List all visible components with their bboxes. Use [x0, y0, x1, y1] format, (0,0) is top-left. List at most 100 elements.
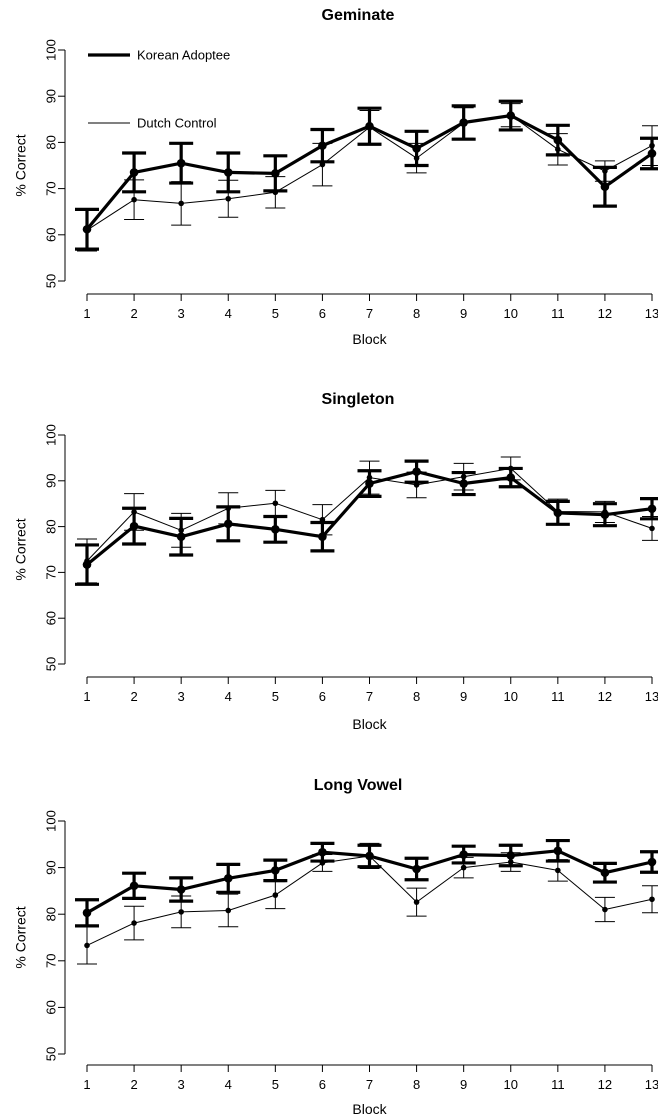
series-dutch-control — [77, 842, 658, 965]
y-tick-label: 100 — [43, 39, 58, 61]
data-point — [271, 525, 280, 534]
data-point — [600, 868, 610, 878]
y-tick-label: 80 — [43, 519, 58, 533]
y-tick-label: 50 — [43, 274, 58, 288]
y-axis-label: % Correct — [13, 134, 29, 196]
data-point — [129, 168, 139, 177]
data-point — [647, 504, 657, 514]
x-tick-label: 9 — [460, 306, 467, 321]
data-point — [131, 920, 137, 926]
data-point — [365, 121, 374, 131]
data-point — [506, 473, 516, 482]
y-tick-label: 50 — [43, 1047, 58, 1061]
chart-title: Long Vowel — [314, 777, 403, 794]
x-tick-label: 1 — [83, 306, 90, 321]
x-tick-label: 10 — [504, 306, 518, 321]
data-point — [413, 899, 420, 905]
data-point — [649, 525, 655, 532]
legend: Korean Adoptee Dutch Control — [88, 48, 230, 131]
data-point — [553, 135, 563, 145]
x-tick-label: 13 — [645, 306, 658, 321]
x-tick-label: 7 — [366, 689, 373, 704]
x-tick-label: 4 — [225, 1077, 232, 1092]
y-tick-label: 80 — [43, 907, 58, 921]
x-tick-label: 5 — [272, 306, 279, 321]
y-tick-label: 80 — [43, 135, 58, 149]
data-point — [318, 847, 327, 857]
data-point — [412, 467, 421, 476]
series-korean-adoptee — [75, 838, 658, 928]
x-tick-label: 8 — [413, 689, 420, 704]
x-axis-label: Block — [352, 1101, 387, 1117]
x-tick-label: 13 — [645, 1077, 658, 1092]
data-point — [223, 874, 233, 883]
y-tick-label: 90 — [43, 89, 58, 103]
x-tick-label: 5 — [272, 1077, 279, 1092]
data-point — [412, 144, 421, 153]
y-tick-label: 70 — [43, 565, 58, 579]
data-point — [272, 892, 279, 898]
x-tick-label: 4 — [225, 689, 232, 704]
x-tick-label: 7 — [366, 306, 373, 321]
data-point — [176, 532, 186, 541]
y-tick-label: 70 — [43, 954, 58, 968]
x-tick-label: 4 — [225, 306, 232, 321]
x-tick-label: 8 — [413, 1077, 420, 1092]
x-tick-label: 5 — [272, 689, 279, 704]
data-point — [129, 521, 139, 531]
x-axis-label: Block — [352, 716, 387, 732]
x-tick-label: 12 — [598, 689, 612, 704]
data-point — [460, 864, 467, 871]
data-point — [271, 866, 280, 875]
data-point — [82, 560, 92, 569]
x-tick-label: 10 — [504, 689, 518, 704]
data-point — [84, 942, 90, 949]
data-point — [459, 118, 468, 127]
y-tick-label: 60 — [43, 1000, 58, 1014]
data-point — [600, 510, 610, 519]
data-point — [647, 149, 657, 158]
y-tick-label: 70 — [43, 181, 58, 195]
data-point — [225, 195, 232, 202]
data-point — [600, 182, 610, 192]
data-point — [178, 200, 184, 207]
x-tick-label: 3 — [178, 306, 185, 321]
x-tick-label: 12 — [598, 1077, 612, 1092]
data-point — [82, 908, 92, 918]
y-tick-label: 100 — [43, 810, 58, 832]
data-point — [506, 111, 516, 120]
data-point — [365, 851, 374, 861]
x-tick-label: 11 — [551, 1077, 565, 1092]
x-tick-label: 7 — [366, 1077, 373, 1092]
data-point — [82, 224, 92, 234]
data-point — [365, 479, 374, 488]
y-axis-label: % Correct — [13, 518, 29, 580]
x-tick-label: 9 — [460, 1077, 467, 1092]
legend-label-korean-adoptee: Korean Adoptee — [137, 48, 230, 63]
chart-title: Singleton — [322, 391, 395, 408]
x-tick-label: 6 — [319, 689, 326, 704]
data-point — [555, 867, 561, 874]
data-point — [129, 881, 139, 891]
x-tick-label: 6 — [319, 1077, 326, 1092]
x-tick-label: 11 — [551, 689, 565, 704]
data-point — [553, 508, 563, 518]
data-point — [131, 196, 137, 203]
y-tick-label: 90 — [43, 474, 58, 488]
data-point — [649, 896, 655, 903]
x-tick-label: 11 — [551, 306, 565, 321]
data-point — [223, 168, 233, 177]
data-point — [506, 851, 516, 860]
data-point — [223, 519, 233, 529]
series-korean-adoptee — [75, 99, 658, 251]
x-tick-label: 9 — [460, 689, 467, 704]
x-tick-label: 8 — [413, 306, 420, 321]
x-tick-label: 6 — [319, 306, 326, 321]
data-point — [272, 500, 279, 507]
x-axis-label: Block — [352, 331, 387, 347]
data-point — [318, 532, 327, 541]
